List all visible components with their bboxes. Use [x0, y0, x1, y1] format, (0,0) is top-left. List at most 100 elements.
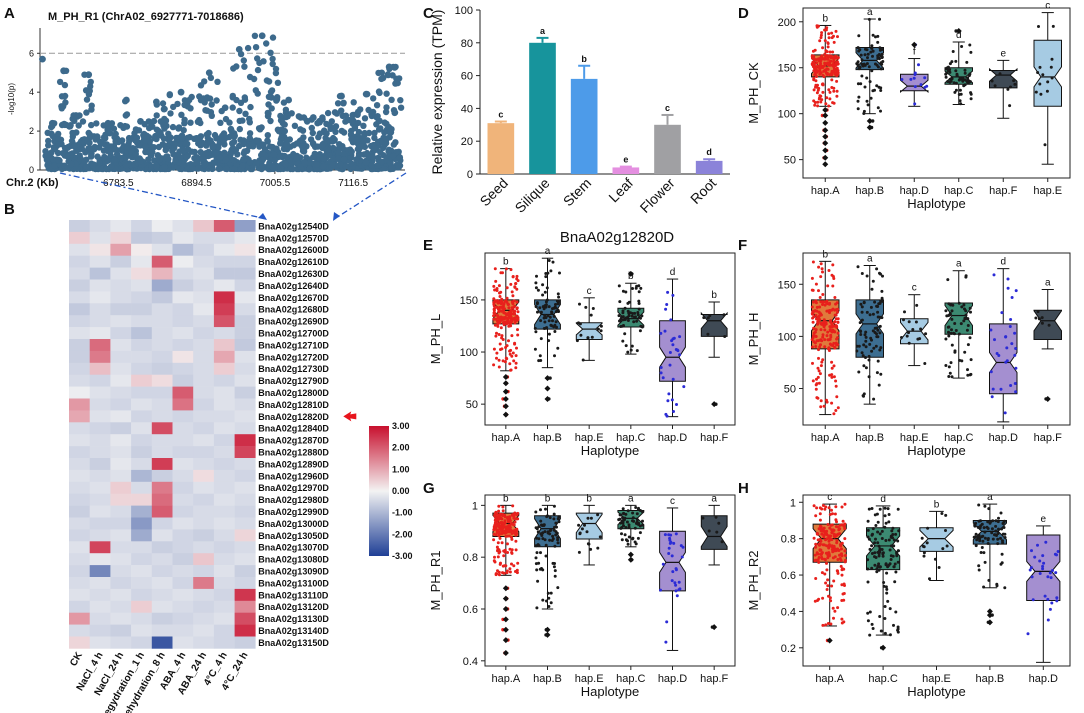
data-point	[999, 536, 1002, 540]
data-point	[944, 75, 948, 79]
data-point	[873, 541, 877, 545]
data-point	[558, 271, 561, 275]
data-point	[882, 584, 886, 588]
data-point	[1009, 318, 1013, 321]
heatmap-cell	[110, 517, 132, 530]
box-body	[575, 322, 603, 340]
heatmap-cell	[234, 386, 256, 399]
heatmap-cell	[69, 624, 90, 637]
snp-point	[329, 161, 336, 168]
data-point	[536, 530, 540, 534]
heatmap-cell	[110, 565, 132, 578]
heatmap-cell	[151, 422, 173, 435]
data-point	[537, 537, 541, 541]
ytick-label: 200	[778, 17, 796, 29]
data-point	[880, 289, 884, 293]
data-point	[708, 314, 712, 318]
data-point	[983, 504, 987, 508]
data-point	[865, 62, 869, 66]
data-point	[888, 633, 892, 637]
heatmap-cell	[234, 505, 256, 518]
heatmap-cell	[234, 600, 256, 613]
data-point	[631, 511, 635, 515]
data-point	[834, 62, 838, 66]
data-point	[997, 527, 1000, 531]
heatmap-cell	[193, 386, 215, 399]
data-point	[542, 316, 546, 320]
data-point	[535, 536, 539, 540]
data-point	[876, 565, 880, 569]
outlier-diamond	[502, 395, 509, 402]
data-point	[864, 366, 868, 370]
data-point	[1034, 90, 1038, 94]
snp-point	[267, 49, 274, 56]
data-point	[941, 547, 945, 551]
snp-point	[67, 122, 74, 129]
data-point	[714, 515, 718, 519]
snp-point	[360, 122, 367, 129]
heatmap-cell	[89, 446, 111, 459]
heatmap-cell	[110, 339, 132, 352]
data-point	[1055, 553, 1058, 557]
data-point	[894, 532, 898, 536]
xtick-label: hap.C	[868, 673, 897, 685]
data-point	[885, 587, 889, 591]
sig-letter: c	[670, 496, 675, 507]
xtick-label: hap.E	[922, 673, 951, 685]
sig-letter: d	[1000, 257, 1006, 268]
data-point	[871, 54, 874, 58]
xtick-label: hap.F	[989, 185, 1017, 197]
data-point	[1028, 568, 1032, 572]
data-point	[999, 387, 1003, 391]
data-point	[623, 306, 627, 310]
xtick-label: hap.D	[900, 185, 929, 197]
box-body	[575, 512, 603, 540]
data-point	[868, 313, 872, 317]
data-point	[550, 539, 554, 542]
data-point	[883, 617, 887, 620]
data-point	[1010, 296, 1014, 299]
heatmap-cell	[131, 434, 153, 447]
data-point	[539, 310, 543, 314]
data-point	[1046, 597, 1050, 601]
data-point	[871, 33, 875, 37]
data-point	[834, 384, 838, 388]
data-point	[835, 533, 839, 537]
data-point	[810, 276, 814, 280]
data-point	[902, 318, 905, 322]
data-point	[631, 519, 634, 523]
data-point	[877, 562, 881, 566]
heatmap-cell	[69, 469, 90, 483]
data-point	[492, 317, 496, 321]
data-point	[870, 566, 874, 570]
data-point	[825, 398, 828, 402]
data-point	[892, 538, 896, 542]
xtick-label: hap.E	[575, 673, 604, 685]
data-point	[859, 330, 863, 333]
data-point	[505, 320, 508, 324]
snp-point	[342, 112, 350, 119]
data-point	[496, 324, 500, 328]
snp-point	[171, 141, 179, 148]
snp-point	[275, 128, 283, 135]
heatmap-cell	[151, 410, 173, 423]
heatmap-cell	[69, 350, 90, 364]
data-point	[857, 344, 861, 348]
data-point	[817, 348, 820, 352]
data-point	[892, 623, 895, 627]
data-point	[880, 548, 884, 551]
data-point	[509, 282, 513, 286]
heatmap-cell	[172, 493, 194, 506]
snp-point	[263, 40, 270, 47]
data-point	[835, 71, 839, 75]
data-point	[638, 329, 642, 333]
jitter-points	[810, 260, 840, 416]
data-point	[495, 356, 498, 360]
data-point	[507, 528, 511, 532]
connector-arrowhead	[258, 213, 267, 220]
data-point	[876, 520, 880, 524]
data-point	[626, 309, 630, 313]
plot-frame	[484, 252, 736, 426]
data-point	[508, 362, 512, 366]
data-point	[629, 348, 633, 352]
